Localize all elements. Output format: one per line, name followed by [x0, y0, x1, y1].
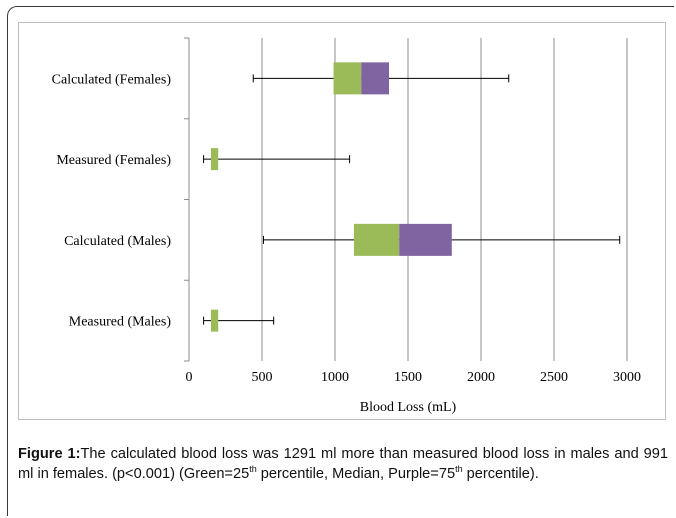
caption-superscript: th — [455, 464, 463, 475]
x-tick-label: 3000 — [613, 370, 641, 385]
caption-label: Figure 1: — [18, 446, 81, 462]
x-axis-label: Blood Loss (mL) — [360, 400, 457, 415]
category-label: Measured (Females) — [56, 153, 171, 168]
box-upper-quartile — [210, 309, 219, 332]
figure-frame — [7, 6, 674, 516]
box-lower-quartile — [353, 223, 400, 256]
box-upper-quartile — [210, 148, 219, 171]
figure-caption: Figure 1:The calculated blood loss was 1… — [18, 444, 668, 484]
category-label: Calculated (Males) — [64, 234, 171, 249]
category-label: Measured (Males) — [69, 315, 172, 330]
caption-text: percentile, Median, Purple=75 — [256, 466, 456, 482]
caption-text: The calculated blood loss was 1291 ml mo… — [18, 446, 669, 482]
caption-text: percentile). — [462, 466, 539, 482]
box-upper-quartile — [361, 62, 390, 95]
x-tick-label: 2500 — [540, 370, 568, 385]
category-label: Calculated (Females) — [52, 72, 172, 87]
box-upper-quartile — [399, 223, 452, 256]
box-lower-quartile — [333, 62, 362, 95]
x-tick-label: 500 — [252, 370, 273, 385]
chart-area: 0 500 1000 1500 2000 2500 3000 Blood Loss (mL) C… — [18, 22, 666, 420]
x-tick-label: 0 — [186, 370, 193, 385]
x-tick-label: 1000 — [321, 370, 349, 385]
x-tick-label: 1500 — [394, 370, 422, 385]
caption-superscript: th — [249, 464, 257, 475]
box-plot: 0 500 1000 1500 2000 2500 3000 Blood Loss (mL) C… — [52, 37, 641, 415]
x-tick-label: 2000 — [467, 370, 495, 385]
